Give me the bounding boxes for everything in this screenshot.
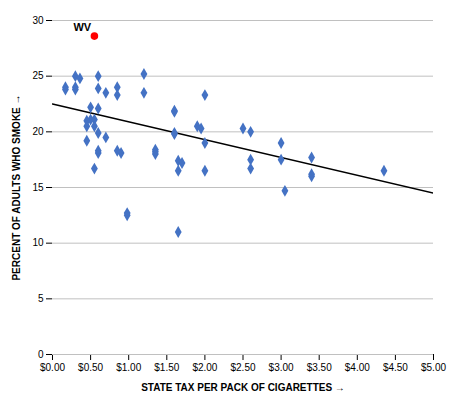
svg-text:30: 30 [32,15,44,26]
svg-text:10: 10 [32,237,44,248]
svg-text:$0.00: $0.00 [40,362,65,373]
svg-text:$4.50: $4.50 [383,362,408,373]
svg-text:$2.00: $2.00 [192,362,217,373]
svg-text:$5.00: $5.00 [421,362,446,373]
svg-text:PERCENT OF ADULTS WHO SMOKE →: PERCENT OF ADULTS WHO SMOKE → [11,94,22,280]
svg-text:5: 5 [38,293,44,304]
svg-text:$2.50: $2.50 [230,362,255,373]
svg-text:$3.50: $3.50 [307,362,332,373]
svg-text:25: 25 [32,70,44,81]
svg-text:0: 0 [38,349,44,360]
svg-text:$1.00: $1.00 [116,362,141,373]
svg-text:WV: WV [73,21,91,33]
svg-text:20: 20 [32,126,44,137]
svg-text:$1.50: $1.50 [154,362,179,373]
svg-text:$4.00: $4.00 [345,362,370,373]
svg-text:$0.50: $0.50 [78,362,103,373]
svg-text:STATE TAX PER PACK OF CIGARETT: STATE TAX PER PACK OF CIGARETTES → [141,382,345,393]
svg-text:$3.00: $3.00 [269,362,294,373]
svg-text:15: 15 [32,182,44,193]
